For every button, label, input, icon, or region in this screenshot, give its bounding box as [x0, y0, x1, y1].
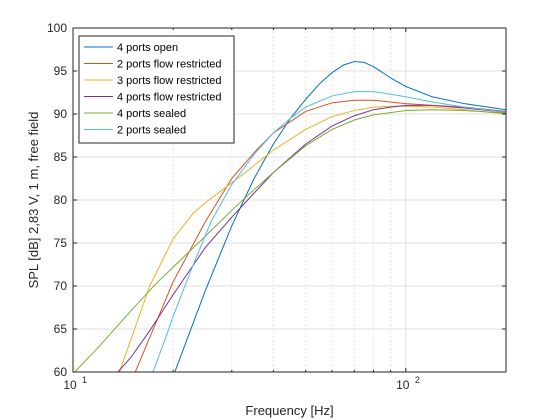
- legend-label-1: 4 ports open: [117, 42, 178, 54]
- y-tick-label: 100: [47, 21, 67, 35]
- x-axis-label: Frequency [Hz]: [245, 403, 333, 418]
- legend-box: [78, 35, 235, 144]
- y-tick-label: 70: [54, 279, 68, 293]
- x-tick-exponent: 1: [82, 375, 87, 385]
- y-tick-label: 90: [54, 107, 68, 121]
- legend-label-3: 3 ports flow restricted: [117, 75, 222, 87]
- series-layer: [73, 61, 506, 372]
- x-tick-label: 10: [396, 378, 410, 392]
- legend-label-2: 2 ports flow restricted: [117, 59, 222, 71]
- x-tick-label: 10: [63, 378, 77, 392]
- y-tick-label: 95: [54, 64, 68, 78]
- legend: 4 ports open 2 ports flow restricted 3 por…: [78, 35, 235, 144]
- y-axis-label: SPL [dB] 2,83 V, 1 m, free field: [26, 112, 41, 289]
- y-tick-label: 65: [54, 322, 68, 336]
- legend-label-6: 2 ports sealed: [117, 125, 186, 137]
- series-line-6: [152, 91, 506, 372]
- y-tick-label: 60: [54, 365, 68, 379]
- y-tick-label: 75: [54, 236, 68, 250]
- series-line-4: [117, 104, 506, 372]
- series-line-1: [174, 61, 506, 372]
- x-tick-exponent: 2: [415, 375, 420, 385]
- ticks-layer: 60 65 70 75 80 85 90 95 100 10 1 10 2: [47, 21, 507, 392]
- series-line-3: [118, 105, 506, 372]
- y-tick-label: 80: [54, 193, 68, 207]
- series-line-5: [73, 109, 506, 372]
- y-tick-label: 85: [54, 150, 68, 164]
- legend-label-5: 4 ports sealed: [117, 108, 186, 120]
- legend-label-4: 4 ports flow restricted: [117, 92, 222, 104]
